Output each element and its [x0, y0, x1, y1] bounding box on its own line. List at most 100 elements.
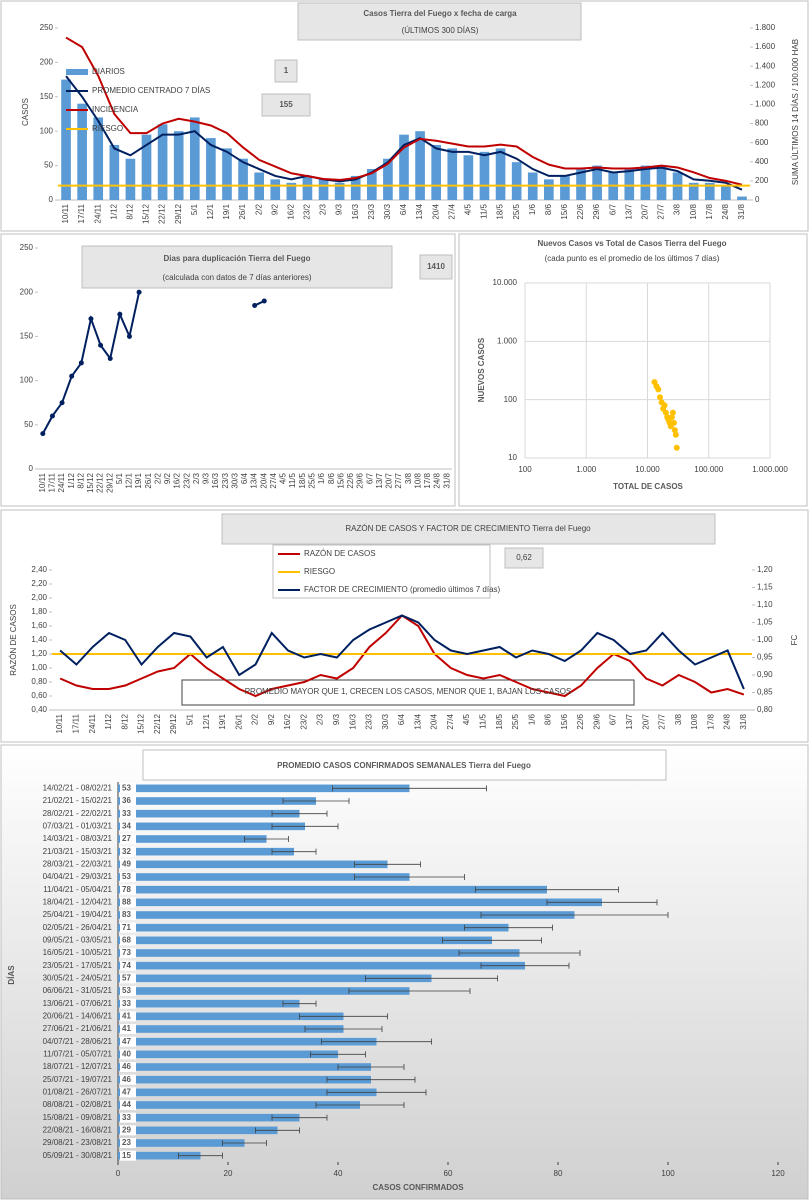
- x-tick-label: 1/12: [109, 203, 118, 219]
- x-tick-label: 25/5: [308, 472, 317, 488]
- x-tick-label: 19/1: [134, 472, 143, 488]
- value-label-box: [120, 1049, 136, 1060]
- y-tick-label: 250: [40, 23, 54, 32]
- value-label-box: [120, 834, 136, 844]
- bar: [479, 151, 490, 200]
- bar: [61, 79, 71, 200]
- x-tick-label: 29/12: [169, 713, 178, 734]
- bar: [109, 144, 120, 200]
- error-bar: [304, 1026, 383, 1032]
- y-tick-label: 1.400: [755, 61, 776, 70]
- y-tick-label: 200: [20, 287, 34, 296]
- x-tick-label: 0: [116, 1169, 121, 1178]
- x-tick-label: 22/12: [158, 203, 167, 224]
- x-tick-label: 9/3: [202, 472, 211, 484]
- x-tick-label: 29/12: [174, 203, 183, 224]
- bar: [118, 1025, 344, 1033]
- x-tick-label: 1.000.000: [752, 465, 788, 474]
- chart-title: Casos Tierra del Fuego x fecha de carga: [363, 9, 517, 18]
- error-bar: [337, 1064, 405, 1070]
- y-tick-label: 0,60: [31, 691, 47, 700]
- x-tick-label: 2/3: [316, 713, 325, 725]
- bar: [463, 155, 474, 200]
- y2-axis-label: FC: [790, 634, 799, 645]
- x-tick-label: 31/8: [737, 203, 746, 219]
- x-tick-label: 31/8: [739, 713, 748, 729]
- x-tick-label: 2/3: [319, 203, 328, 215]
- bar: [118, 923, 509, 932]
- x-tick-label: 27/7: [658, 713, 667, 729]
- error-bar: [271, 1114, 328, 1121]
- x-tick-label: 2/2: [153, 472, 162, 484]
- x-tick-label: 60: [444, 1169, 453, 1178]
- legend-label: INCIDENCIA: [92, 105, 139, 114]
- y-tick-label: 25/07/21 - 19/07/21: [43, 1075, 113, 1084]
- bar: [125, 158, 136, 200]
- error-bar: [348, 988, 471, 994]
- error-bar: [299, 1013, 388, 1020]
- x-tick-label: 8/12: [120, 713, 129, 729]
- bar: [141, 134, 152, 200]
- x-tick-label: 9/2: [163, 472, 172, 484]
- x-tick-label: 8/6: [544, 713, 553, 725]
- marker: [136, 289, 142, 295]
- y-axis-label: RAZÓN DE CASOS: [9, 604, 18, 676]
- y-tick-label: 18/04/21 - 12/04/21: [43, 897, 113, 906]
- point: [662, 409, 669, 416]
- y-tick-label: 23/05/21 - 17/05/21: [43, 961, 113, 970]
- y-tick-label: 29/08/21 - 23/08/21: [43, 1138, 113, 1147]
- x-tick-label: 22/12: [153, 713, 162, 734]
- bar: [157, 124, 168, 200]
- y-tick-label: 21/03/21 - 15/03/21: [43, 847, 113, 856]
- error-bar: [222, 1140, 267, 1146]
- bar: [286, 182, 297, 200]
- bar: [447, 148, 458, 200]
- x-tick-label: 1/12: [67, 472, 76, 488]
- y-tick-label: 18/07/21 - 12/07/21: [43, 1062, 113, 1071]
- y-tick-label: 100: [40, 126, 54, 135]
- x-tick-label: 16/3: [211, 472, 220, 488]
- y-tick-label: 13/06/21 - 07/06/21: [43, 999, 113, 1008]
- x-tick-label: 13/7: [624, 203, 633, 219]
- x-tick-label: 24/8: [723, 713, 732, 729]
- value-label: 57: [122, 973, 131, 982]
- error-bar: [365, 975, 498, 982]
- value-label: 41: [122, 1011, 131, 1020]
- y-tick-label: 1,80: [31, 607, 47, 616]
- x-tick-label: 27/4: [447, 203, 456, 219]
- error-bar: [475, 886, 619, 893]
- x-tick-label: 15/6: [336, 472, 345, 488]
- annotation-box: [261, 93, 311, 117]
- point: [671, 427, 678, 434]
- x-tick-label: 13/4: [413, 713, 422, 729]
- title-box: [81, 245, 393, 289]
- chart-subtitle: (cada punto es el promedio de los último…: [545, 254, 720, 263]
- value-label-box: [120, 846, 136, 857]
- x-tick-label: 8/6: [327, 472, 336, 484]
- x-tick-label: 2/3: [192, 472, 201, 484]
- x-tick-label: 27/4: [446, 713, 455, 729]
- point: [655, 386, 662, 393]
- x-tick-label: 22/6: [346, 472, 355, 488]
- value-label: 47: [122, 1087, 131, 1096]
- line: [59, 614, 745, 690]
- bar: [399, 134, 409, 200]
- y-axis-label: CASOS: [21, 98, 30, 126]
- y-tick-label: 28/03/21 - 22/03/21: [43, 859, 113, 868]
- x-tick-label: 29/6: [592, 713, 601, 729]
- bar: [624, 169, 635, 200]
- error-bar: [354, 861, 421, 868]
- x-tick-label: 5/1: [115, 472, 124, 484]
- legend-label: FACTOR DE CRECIMIENTO (promedio últimos …: [304, 585, 501, 594]
- error-bar: [271, 810, 328, 817]
- x-tick-label: 17/8: [706, 713, 715, 729]
- value-label-box: [120, 1024, 136, 1034]
- bar: [118, 949, 520, 957]
- y-tick-label: 04/07/21 - 28/06/21: [43, 1037, 113, 1046]
- bar: [118, 974, 432, 983]
- y-tick-label: 0,80: [757, 705, 773, 714]
- point: [668, 414, 675, 421]
- x-tick-label: 6/4: [399, 203, 408, 215]
- x-tick-label: 80: [554, 1169, 563, 1178]
- x-tick-label: 30/3: [381, 713, 390, 729]
